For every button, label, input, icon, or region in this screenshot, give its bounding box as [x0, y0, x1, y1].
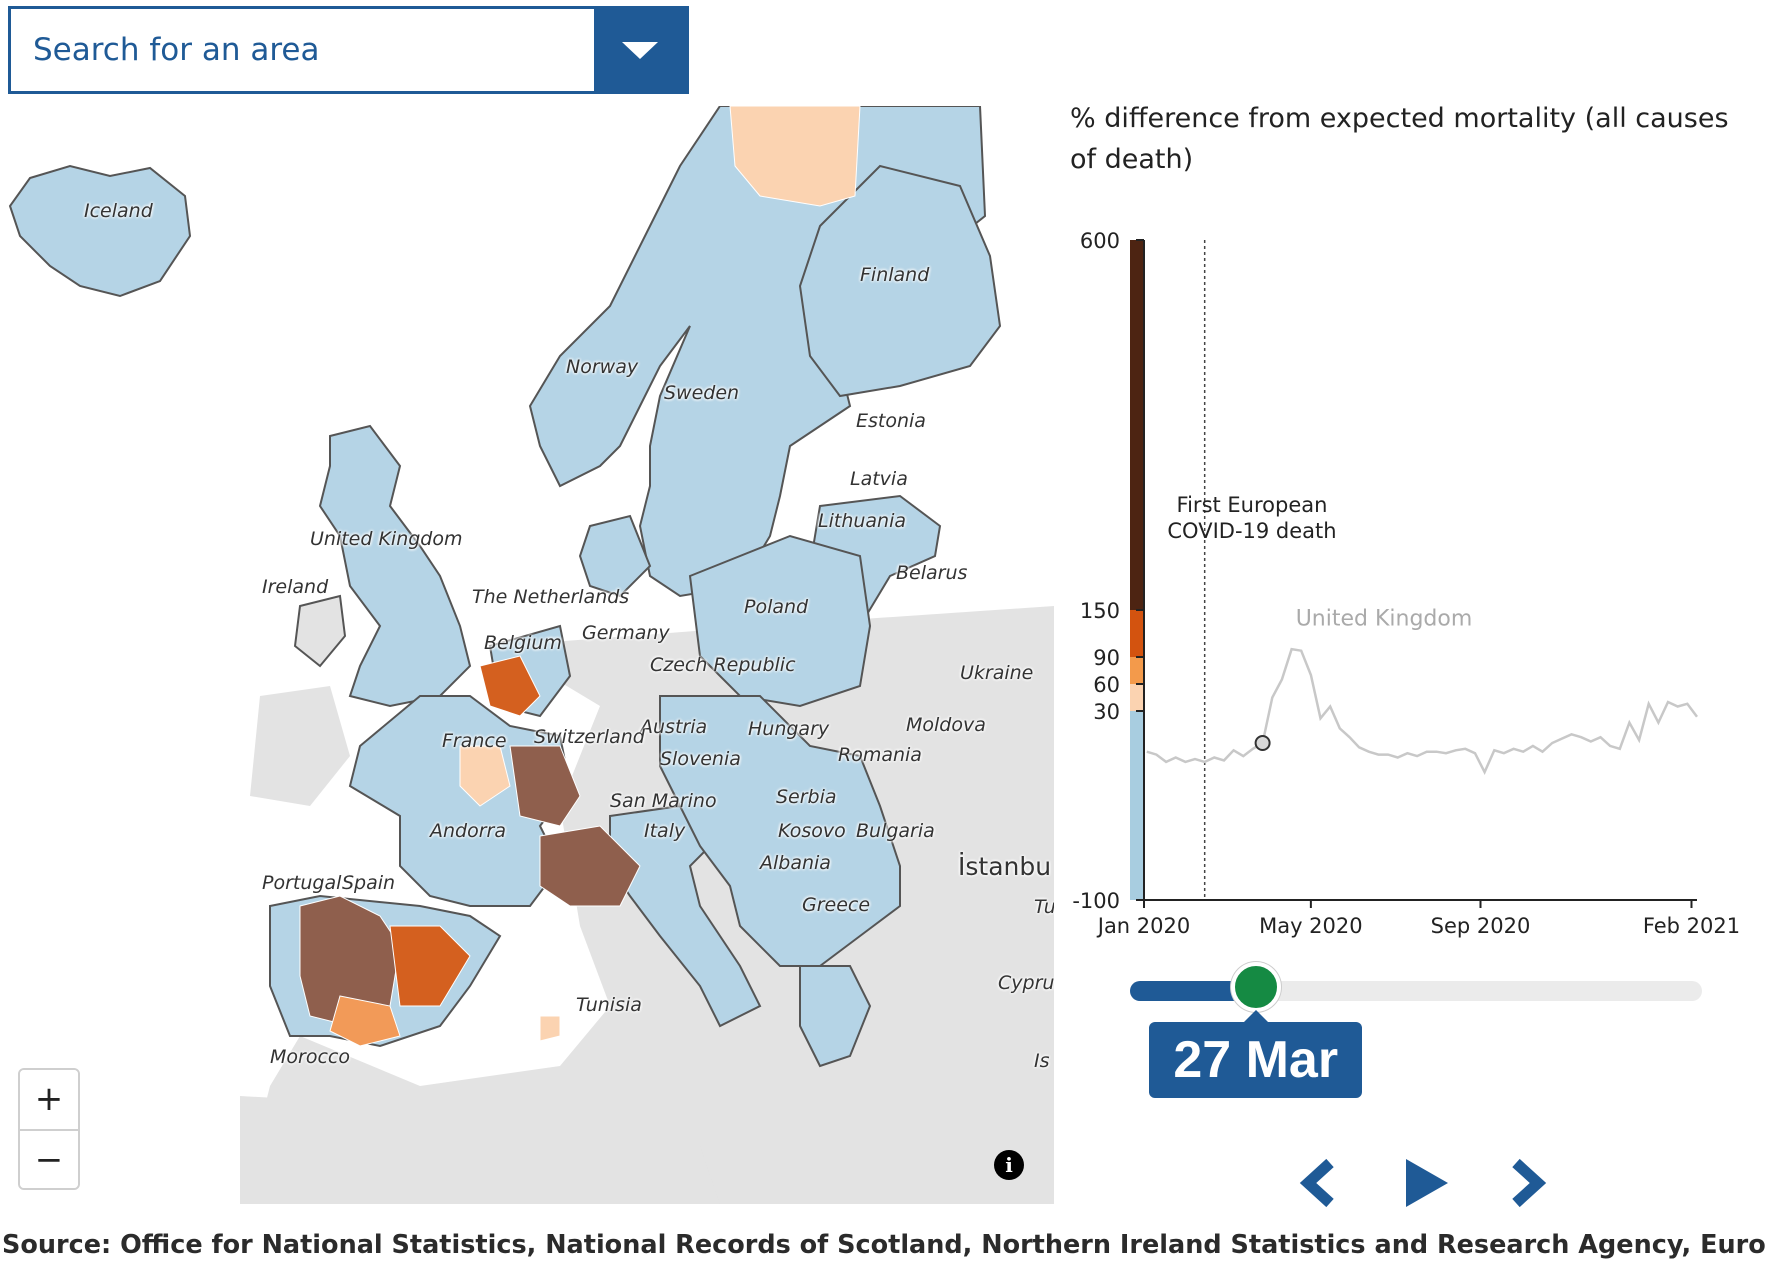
map-label-finland: Finland: [860, 264, 930, 286]
color-scale-bar: [1130, 240, 1144, 900]
y-tick-label: 600: [1080, 229, 1120, 253]
map-label-romania: Romania: [838, 744, 922, 766]
map-label-bulgaria: Bulgaria: [856, 820, 935, 842]
color-scale-segment-1: [1130, 684, 1144, 711]
slider-fill: [1130, 981, 1256, 1001]
map-label-netherlands: The Netherlands: [472, 586, 630, 608]
chevron-right-icon: [1512, 1158, 1547, 1208]
slider-thumb[interactable]: [1230, 962, 1281, 1012]
map-label-cyprus: Cyprus: [998, 972, 1054, 994]
map-label-morocco: Morocco: [270, 1046, 350, 1068]
source-note: Source: Office for National Statistics, …: [2, 1230, 1766, 1260]
x-tick-label: Sep 2020: [1431, 914, 1531, 938]
current-date-badge: 27 Mar: [1149, 1010, 1363, 1098]
chart-title: % difference from expected mortality (al…: [1070, 103, 1729, 175]
series-line-united-kingdom: [1146, 647, 1699, 776]
map-label-poland: Poland: [744, 596, 809, 618]
color-scale-segment-4: [1130, 240, 1144, 610]
color-scale-segment-0: [1130, 711, 1144, 900]
x-tick-label: Jan 2020: [1096, 914, 1191, 938]
map-label-is: Is: [1034, 1050, 1050, 1072]
map-label-kosovo: Kosovo: [778, 820, 846, 842]
iceland-shape: [8, 164, 192, 298]
map-label-tunisia: Tunisia: [576, 994, 642, 1016]
previous-button[interactable]: [1290, 1155, 1346, 1211]
color-scale-segment-3: [1130, 610, 1144, 657]
ireland-shape: [293, 594, 347, 668]
annotation-text-2: COVID-19 death: [1167, 519, 1336, 543]
info-icon[interactable]: i: [994, 1150, 1024, 1180]
map-canvas[interactable]: [0, 106, 1054, 1204]
centraleurope-shape: [659, 695, 901, 967]
map-label-portugal: Portugal: [262, 872, 342, 894]
map-label-france: France: [442, 730, 507, 752]
time-slider[interactable]: [1130, 960, 1702, 1020]
finland-shape: [798, 164, 1002, 398]
map-label-lithuania: Lithuania: [818, 510, 907, 532]
map-label-austria: Austria: [640, 716, 708, 738]
data-regions[interactable]: [8, 106, 1002, 1068]
map-label-united-kingdom: United Kingdom: [310, 528, 463, 550]
map-label-sweden: Sweden: [664, 382, 740, 404]
series-label-united-kingdom: United Kingdom: [1296, 607, 1473, 632]
y-tick-label: 30: [1093, 700, 1120, 724]
y-tick-label: -100: [1072, 889, 1120, 913]
y-tick-label: 150: [1080, 599, 1120, 623]
y-ticks: 600 150 90 60 30 -100: [1072, 229, 1144, 913]
zoom-control: + −: [18, 1068, 80, 1190]
map-label-germany: Germany: [582, 622, 670, 644]
map-label-slovenia: Slovenia: [660, 748, 741, 770]
map-label-san-marino: San Marino: [610, 790, 717, 812]
play-button[interactable]: [1398, 1155, 1454, 1211]
map-label-norway: Norway: [566, 356, 639, 378]
y-tick-label: 90: [1093, 646, 1120, 670]
mortality-chart: 600 150 90 60 30 -100 Jan 2020 May 2020 Sep 202…: [1072, 229, 1740, 938]
next-button[interactable]: [1500, 1155, 1556, 1211]
x-tick-label: Feb 2021: [1643, 914, 1740, 938]
chevron-left-icon: [1299, 1158, 1334, 1208]
map-label-czech-republic: Czech Republic: [650, 654, 796, 676]
map-label-andorra: Andorra: [430, 820, 506, 842]
play-icon: [1406, 1159, 1448, 1207]
map-label-switzerland: Switzerland: [534, 726, 645, 748]
area-search: [8, 6, 689, 94]
search-dropdown-button[interactable]: [594, 9, 686, 91]
greece-shape: [799, 965, 872, 1068]
chevron-down-icon: [622, 42, 658, 59]
zoom-out-button[interactable]: −: [20, 1131, 78, 1188]
hotspot-regions[interactable]: [299, 106, 861, 1047]
denmark-shape: [578, 514, 652, 598]
y-tick-label: 60: [1093, 673, 1120, 697]
map-label-ireland: Ireland: [262, 576, 329, 598]
map-label-latvia: Latvia: [850, 468, 908, 490]
current-point: [1254, 734, 1271, 751]
map-label-albania: Albania: [760, 852, 831, 874]
map-label-hungary: Hungary: [748, 718, 830, 740]
x-ticks: Jan 2020 May 2020 Sep 2020 Feb 2021: [1096, 900, 1740, 938]
poland-shape: [688, 534, 872, 708]
map-label-belgium: Belgium: [484, 632, 562, 654]
x-tick-label: May 2020: [1259, 914, 1363, 938]
zoom-in-button[interactable]: +: [20, 1070, 78, 1129]
map-label-greece: Greece: [802, 894, 871, 916]
map-label-istanbul: İstanbu: [958, 852, 1052, 881]
map-label-italy: Italy: [644, 820, 686, 842]
map-label-moldova: Moldova: [906, 714, 986, 736]
map-label-ukraine: Ukraine: [960, 662, 1034, 684]
map-label-iceland: Iceland: [84, 200, 153, 222]
search-input[interactable]: [11, 9, 594, 91]
zoom-divider: [20, 1129, 78, 1131]
map-label-estonia: Estonia: [856, 410, 926, 432]
map[interactable]: Iceland Finland Norway Sweden Estonia La…: [0, 106, 1054, 1204]
annotation-text-1: First European: [1177, 493, 1328, 517]
map-label-serbia: Serbia: [776, 786, 837, 808]
color-scale-segment-2: [1130, 657, 1144, 684]
map-label-belarus: Belarus: [896, 562, 968, 584]
map-label-spain: Spain: [342, 872, 396, 894]
map-label-tu: Tu: [1034, 896, 1054, 918]
